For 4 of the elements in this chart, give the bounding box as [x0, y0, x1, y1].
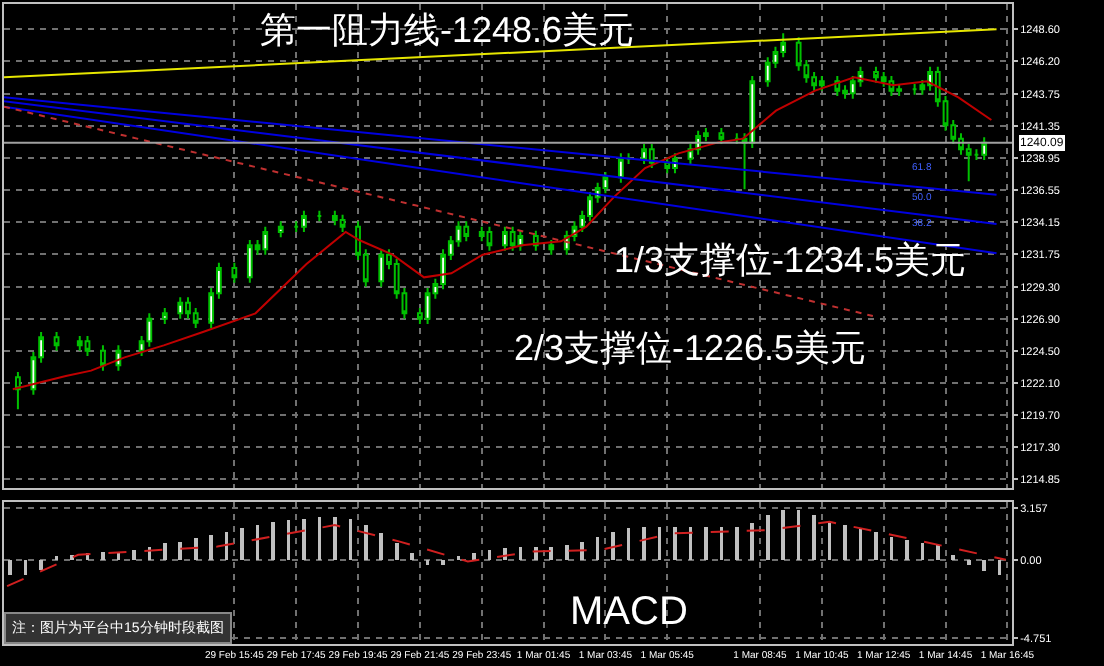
annotation: 第一阻力线-1248.6美元 — [260, 10, 635, 50]
annotation: 2/3支撑位-1226.5美元 — [514, 328, 867, 368]
annotation: MACD — [570, 590, 688, 634]
annotation: 1/3支撑位-1234.5美元 — [614, 240, 967, 280]
